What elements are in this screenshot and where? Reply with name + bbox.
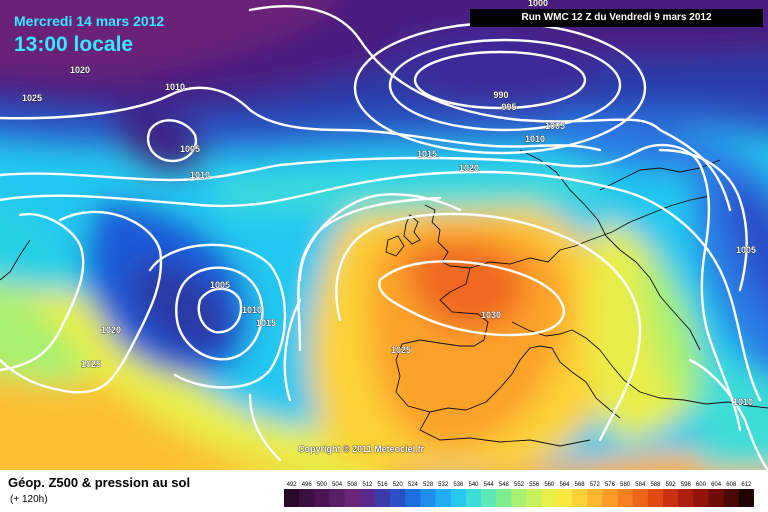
forecast-date: Mercredi 14 mars 2012 — [14, 13, 165, 29]
scale-swatch — [465, 489, 482, 507]
scale-tick-label: 540 — [469, 482, 480, 488]
scale-swatch — [723, 489, 740, 507]
scale-tick-label: 512 — [362, 482, 373, 488]
scale-swatch — [632, 489, 649, 507]
scale-swatch — [708, 489, 724, 507]
scale-swatch — [587, 489, 603, 507]
scale-swatch — [511, 489, 527, 507]
scale-swatch — [572, 489, 588, 507]
isobar-label: 1025 — [22, 93, 42, 103]
scale-swatch — [374, 489, 391, 507]
isobar-label: 990 — [493, 90, 508, 100]
isobar-label: 1010 — [733, 397, 753, 407]
isobar-label: 1000 — [528, 0, 548, 8]
scale-tick-label: 496 — [302, 482, 313, 488]
legend-footer: Géop. Z500 & pression au sol (+ 120h) 49… — [0, 470, 768, 512]
scale-swatch — [693, 489, 709, 507]
scale-tick-label: 596 — [681, 482, 692, 488]
scale-tick-label: 544 — [484, 482, 495, 488]
scale-tick-label: 604 — [711, 482, 722, 488]
isobar-label: 1010 — [190, 170, 210, 180]
scale-swatch — [496, 489, 512, 507]
scale-tick-label: 556 — [529, 482, 540, 488]
run-info: Run WMC 12 Z du Vendredi 9 mars 2012 — [470, 9, 763, 27]
isobar-label: 1015 — [417, 149, 437, 159]
scale-swatch — [405, 489, 421, 507]
scale-swatch — [299, 489, 315, 507]
scale-tick-label: 492 — [287, 482, 298, 488]
scale-tick-label: 552 — [514, 482, 525, 488]
scale-tick-label: 520 — [393, 482, 404, 488]
scale-swatch — [390, 489, 406, 507]
scale-tick-label: 560 — [544, 482, 555, 488]
scale-tick-label: 572 — [590, 482, 601, 488]
scale-swatch — [435, 489, 452, 507]
isobar-labels: 1020102510101005101010009909951005101010… — [22, 0, 757, 407]
scale-tick-label: 532 — [438, 482, 449, 488]
scale-tick-label: 576 — [605, 482, 616, 488]
isobar-label: 1025 — [81, 359, 101, 369]
color-scale: 492 496 500 504 508 512 516 520 524 528 532 536 540 5… — [284, 482, 754, 507]
isobar-label: 1010 — [525, 134, 545, 144]
isobar-label: 1005 — [736, 245, 756, 255]
isobar-label: 1020 — [101, 325, 121, 335]
scale-tick-label: 524 — [408, 482, 419, 488]
isobar-label: 1010 — [242, 305, 262, 315]
scale-swatch — [284, 489, 300, 507]
scale-swatch — [556, 489, 573, 507]
legend-subtitle: (+ 120h) — [10, 494, 48, 505]
isobar-label: 1025 — [391, 345, 411, 355]
scale-swatch — [450, 489, 467, 507]
geopotential-map: 1020102510101005101010009909951005101010… — [0, 0, 768, 470]
scale-tick-label: 608 — [726, 482, 737, 488]
isobar-label: 1005 — [545, 121, 565, 131]
scale-swatch — [420, 489, 436, 507]
scale-swatch — [738, 489, 754, 507]
isobar-label: 1020 — [70, 65, 90, 75]
isobar-label: 1010 — [165, 82, 185, 92]
isobar-label: 1015 — [256, 318, 276, 328]
isobar-label: 1030 — [481, 310, 501, 320]
geopotential-field — [0, 0, 768, 470]
scale-tick-label: 564 — [559, 482, 570, 488]
scale-tick-label: 568 — [575, 482, 586, 488]
scale-tick-label: 600 — [696, 482, 707, 488]
legend-title: Géop. Z500 & pression au sol — [8, 475, 191, 490]
scale-swatch — [526, 489, 543, 507]
scale-tick-label: 500 — [317, 482, 328, 488]
scale-swatch — [647, 489, 664, 507]
scale-tick-label: 612 — [741, 482, 752, 488]
scale-swatch — [344, 489, 361, 507]
scale-swatch — [329, 489, 345, 507]
scale-swatch — [602, 489, 618, 507]
isobar-label: 1005 — [180, 144, 200, 154]
scale-tick-label: 536 — [453, 482, 464, 488]
forecast-time: 13:00 locale — [14, 33, 134, 56]
scale-tick-label: 592 — [666, 482, 677, 488]
scale-swatch — [359, 489, 376, 507]
scale-swatch — [541, 489, 558, 507]
scale-tick-label: 504 — [332, 482, 343, 488]
scale-swatch — [481, 489, 497, 507]
scale-tick-label: 580 — [620, 482, 631, 488]
scale-swatch — [617, 489, 634, 507]
scale-tick-label: 516 — [378, 482, 389, 488]
scale-swatch — [314, 489, 330, 507]
coastlines — [0, 149, 768, 447]
scale-swatch — [663, 489, 679, 507]
isobar-label: 1005 — [210, 280, 230, 290]
scale-swatch — [678, 489, 694, 507]
scale-tick-label: 548 — [499, 482, 510, 488]
isobars — [0, 5, 768, 470]
scale-tick-label: 508 — [347, 482, 358, 488]
copyright-notice: Copyright © 2011 Meteociel.fr — [298, 444, 425, 454]
scale-tick-label: 588 — [650, 482, 661, 488]
scale-tick-label: 584 — [635, 482, 646, 488]
isobar-label: 995 — [501, 102, 516, 112]
isobar-label: 1020 — [459, 163, 479, 173]
scale-tick-label: 528 — [423, 482, 434, 488]
